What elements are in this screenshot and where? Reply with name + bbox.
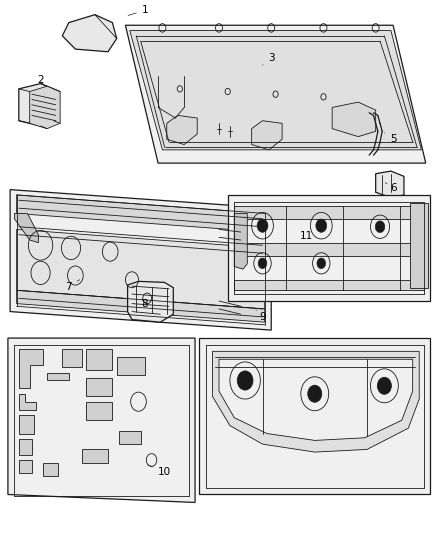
Polygon shape <box>127 281 173 322</box>
Polygon shape <box>82 449 108 463</box>
Polygon shape <box>199 338 430 495</box>
Polygon shape <box>86 402 113 420</box>
Polygon shape <box>234 280 424 290</box>
Circle shape <box>316 219 327 232</box>
Polygon shape <box>219 359 413 440</box>
Text: 2: 2 <box>37 75 44 85</box>
Bar <box>72 21 83 30</box>
Polygon shape <box>410 203 428 288</box>
Text: 6: 6 <box>385 183 396 193</box>
Text: 10: 10 <box>148 465 171 477</box>
Polygon shape <box>212 351 419 452</box>
Polygon shape <box>10 190 271 330</box>
Polygon shape <box>43 463 58 476</box>
Polygon shape <box>86 349 113 370</box>
Polygon shape <box>47 373 69 381</box>
Bar <box>94 29 105 38</box>
Polygon shape <box>62 349 82 367</box>
Polygon shape <box>234 206 424 219</box>
Text: 7: 7 <box>66 280 80 292</box>
Polygon shape <box>252 120 282 150</box>
Text: 11: 11 <box>300 231 313 241</box>
Circle shape <box>317 258 325 269</box>
Polygon shape <box>332 102 376 136</box>
Polygon shape <box>14 214 39 243</box>
Text: 5: 5 <box>385 133 396 144</box>
Polygon shape <box>19 349 43 389</box>
Polygon shape <box>234 214 247 269</box>
Polygon shape <box>19 460 32 473</box>
Polygon shape <box>117 357 145 375</box>
Polygon shape <box>17 229 265 309</box>
Polygon shape <box>30 86 60 128</box>
Polygon shape <box>8 338 195 503</box>
Polygon shape <box>130 30 421 150</box>
Circle shape <box>257 219 268 232</box>
Circle shape <box>237 371 253 390</box>
Bar <box>83 25 94 34</box>
Polygon shape <box>234 243 424 256</box>
Polygon shape <box>19 439 32 455</box>
Polygon shape <box>19 84 53 126</box>
Polygon shape <box>167 115 197 144</box>
Text: 8: 8 <box>142 298 148 309</box>
Polygon shape <box>376 171 404 198</box>
Text: 9: 9 <box>256 310 266 322</box>
Polygon shape <box>119 431 141 444</box>
Circle shape <box>378 377 391 394</box>
Polygon shape <box>228 195 430 301</box>
Text: 3: 3 <box>262 53 275 65</box>
Polygon shape <box>19 394 36 410</box>
Polygon shape <box>17 290 265 322</box>
Circle shape <box>258 258 267 269</box>
Polygon shape <box>19 415 34 433</box>
Polygon shape <box>17 195 265 232</box>
Polygon shape <box>86 378 113 397</box>
Circle shape <box>308 385 322 402</box>
Polygon shape <box>62 14 117 52</box>
Polygon shape <box>125 25 426 163</box>
Circle shape <box>375 221 385 232</box>
Text: 1: 1 <box>128 5 148 15</box>
